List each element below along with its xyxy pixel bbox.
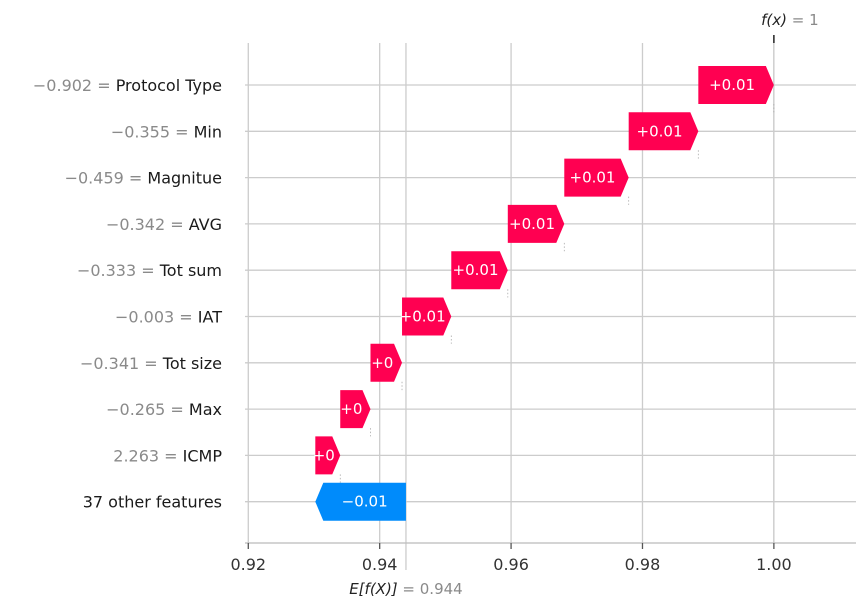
output-value-symbol: f(x): [761, 11, 792, 29]
feature-value: 2.263 =: [113, 446, 182, 465]
grid-lines: [245, 43, 856, 570]
feature-name: Tot sum: [159, 261, 222, 280]
feature-value: −0.265 =: [106, 400, 189, 419]
feature-label: −0.333 = Tot sum: [77, 261, 222, 280]
feature-name: AVG: [189, 215, 222, 234]
x-tick-label: 0.94: [362, 555, 398, 574]
feature-value: −0.333 =: [77, 261, 160, 280]
bar-value-label: +0: [340, 400, 362, 418]
feature-value: −0.003 =: [115, 308, 198, 327]
feature-name: Tot size: [162, 354, 222, 373]
base-value-label: E[f(X)] = 0.944: [349, 580, 463, 598]
bar-value-label: +0.01: [400, 308, 446, 326]
output-value-label: f(x) = 1: [761, 11, 819, 29]
feature-value: −0.342 =: [106, 215, 189, 234]
bar-value-label: +0.01: [570, 169, 616, 187]
positive-bar: [402, 297, 452, 336]
feature-labels: −0.902 = Protocol Type −0.355 = Min −0.459…: [33, 76, 222, 512]
positive-bar: [451, 251, 508, 290]
feature-name: Protocol Type: [116, 76, 222, 95]
positive-bar: [698, 66, 774, 104]
feature-name: ICMP: [183, 446, 223, 465]
positive-bar: [507, 204, 565, 243]
positive-bar: [340, 390, 371, 429]
bar-value-label: +0.01: [509, 215, 555, 233]
positive-bar: [315, 436, 341, 475]
feature-label: −0.003 = IAT: [115, 308, 222, 327]
negative-bar: [315, 482, 406, 521]
positive-bar: [628, 112, 699, 151]
feature-value: −0.341 =: [80, 354, 163, 373]
base-value-symbol: E[f(X)]: [349, 580, 402, 598]
feature-label: −0.341 = Tot size: [80, 354, 222, 373]
bar-value-label: +0.01: [709, 76, 755, 94]
bar-value-label: −0.01: [342, 493, 388, 511]
x-tick-label: 0.92: [230, 555, 266, 574]
bar-value-label: +0.01: [637, 122, 683, 140]
feature-name: Max: [189, 400, 222, 419]
x-tick-label: 0.96: [493, 555, 529, 574]
feature-name: Min: [194, 122, 222, 141]
feature-label: −0.355 = Min: [111, 122, 222, 141]
bars: +0.01 +0.01 +0.01 +0.01 +0.01 +0.01 +0 +0 +0 −0.0…: [313, 66, 775, 521]
feature-label: 37 other features: [83, 493, 222, 512]
bar-value-label: +0.01: [453, 261, 499, 279]
feature-label: 2.263 = ICMP: [113, 446, 222, 465]
positive-bar: [564, 158, 629, 197]
feature-value: −0.902 =: [33, 76, 116, 95]
feature-label: −0.342 = AVG: [106, 215, 222, 234]
bar-value-label: +0: [371, 354, 393, 372]
x-tick-label: 1.00: [756, 555, 792, 574]
feature-name: IAT: [198, 308, 222, 327]
output-value-number: = 1: [792, 11, 819, 29]
feature-value: −0.459 =: [65, 169, 148, 188]
feature-label: −0.902 = Protocol Type: [33, 76, 222, 95]
feature-label: −0.265 = Max: [106, 400, 222, 419]
feature-value: −0.355 =: [111, 122, 194, 141]
x-tick-label: 0.98: [625, 555, 661, 574]
feature-name: 37 other features: [83, 493, 222, 512]
x-axis: 0.92 0.94 0.96 0.98 1.00 E[f(X)] = 0.944 f(x) …: [230, 11, 856, 598]
base-value-number: = 0.944: [402, 580, 462, 598]
positive-bar: [370, 343, 403, 382]
feature-label: −0.459 = Magnitue: [65, 169, 222, 188]
bar-value-label: +0: [313, 446, 335, 464]
feature-name: Magnitue: [147, 169, 222, 188]
